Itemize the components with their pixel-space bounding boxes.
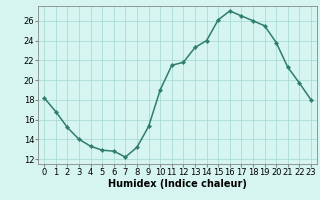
X-axis label: Humidex (Indice chaleur): Humidex (Indice chaleur) <box>108 179 247 189</box>
